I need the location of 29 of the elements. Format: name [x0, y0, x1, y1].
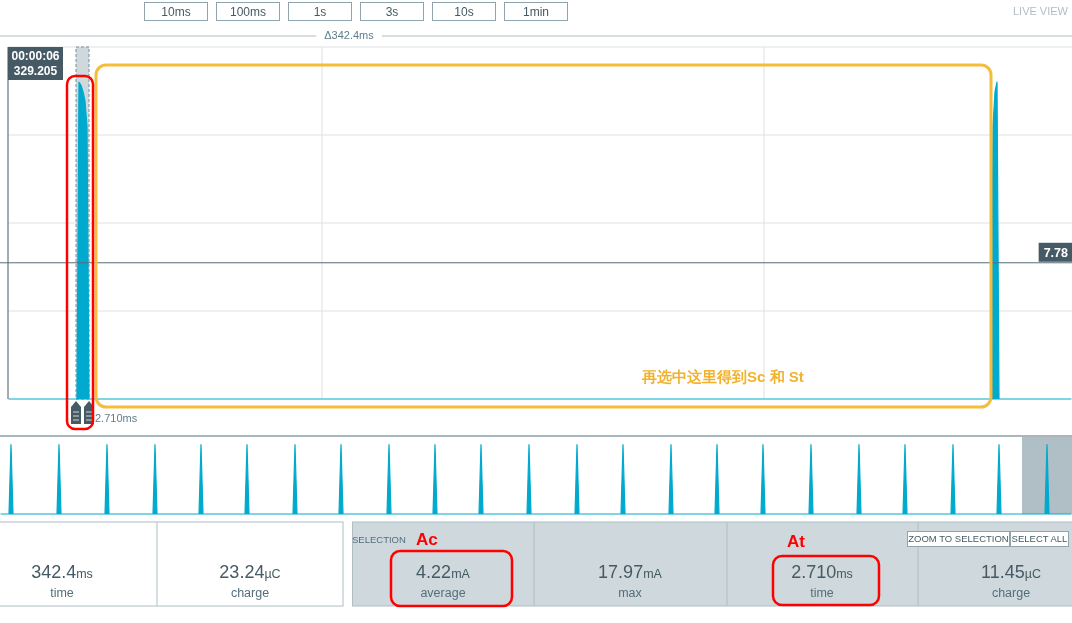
text: 11.45µC: [981, 562, 1041, 582]
text: Δ342.4ms: [324, 29, 375, 41]
annotation: 再选中这里得到Sc 和 St: [641, 368, 804, 385]
text: time: [50, 586, 74, 600]
text: charge: [230, 586, 270, 600]
text: SELECT ALL: [1011, 533, 1068, 545]
text: 10s: [454, 4, 474, 19]
text: 100ms: [229, 4, 267, 19]
text: LIVE VIEW: [1012, 5, 1069, 17]
text: max: [618, 586, 643, 600]
text: Ac: [416, 530, 438, 549]
text: 1s: [313, 4, 327, 19]
text: 00:00:06 329.205: [11, 49, 60, 78]
text: SELECTION: [352, 534, 406, 545]
text: 2.710ms: [95, 412, 138, 424]
text: time: [810, 586, 834, 600]
text: 2.710ms: [791, 562, 853, 582]
text: 342.4ms: [31, 562, 93, 582]
text: charge: [991, 586, 1031, 600]
text: 23.24µC: [219, 562, 281, 582]
text: At: [787, 532, 806, 551]
text: 4.22mA: [416, 562, 471, 582]
text: ZOOM TO SELECTION: [908, 533, 1009, 545]
annotation: 7.78: [1043, 245, 1069, 260]
text: average: [420, 586, 466, 600]
text: 10ms: [161, 4, 191, 19]
text: 3s: [385, 4, 399, 19]
text: 17.97mA: [598, 562, 663, 582]
text: 1min: [522, 4, 550, 19]
